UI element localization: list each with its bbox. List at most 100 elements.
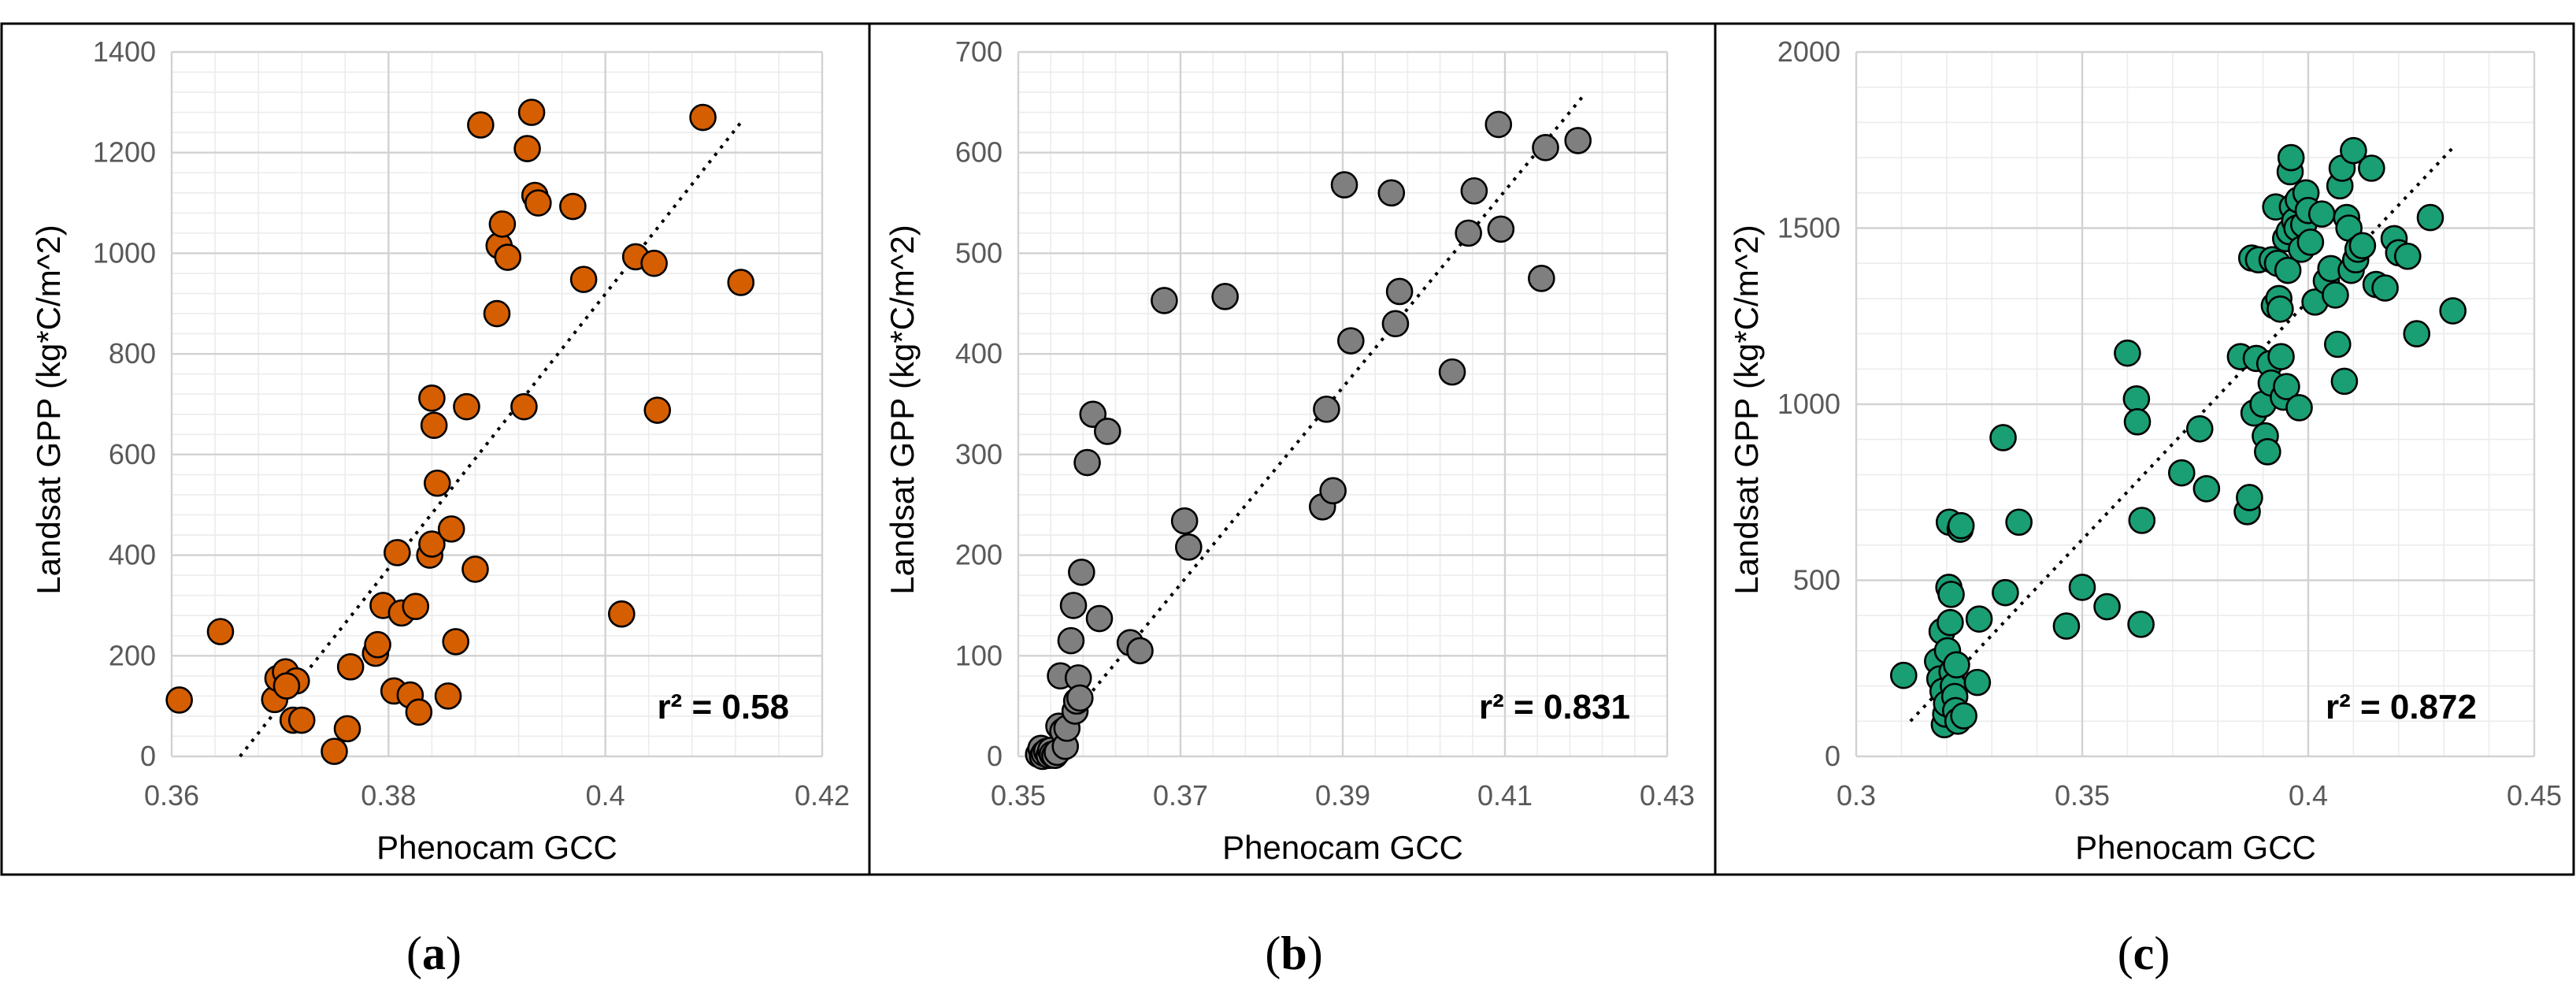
panel-a-data-point [287, 706, 316, 734]
panel-b-data-point [1337, 327, 1365, 355]
panel-b-data-point [1438, 358, 1466, 386]
panel-b-data-point [1564, 127, 1592, 154]
panel-c-data-point [2371, 274, 2399, 302]
panel-a-trendline-group [239, 121, 743, 758]
panel-a-points [165, 98, 755, 765]
panel-a-data-point [434, 682, 462, 710]
panel-b-data-point [1484, 110, 1513, 139]
panel-b-x-tick-label: 0.39 [1315, 779, 1370, 812]
panel-c-data-point [1943, 651, 1970, 679]
panel-c-data-point [2127, 611, 2155, 638]
panel-a-data-point [510, 392, 538, 421]
panel-c-y-tick-label: 0 [1825, 740, 1840, 772]
panel-a-data-point [727, 269, 755, 296]
panel-b-data-point [1094, 418, 1121, 445]
panel-a-data-point [402, 593, 430, 621]
panel-c-data-point [2192, 474, 2221, 503]
panel-b-data-point [1073, 448, 1101, 477]
panel-b-ticks: 0.35 0.37 0.39 0.41 0.43 0 100 200 300 400 500 600 7… [955, 35, 1695, 812]
panel-c-data-point [2307, 200, 2336, 228]
panel-c-data-point [2277, 143, 2305, 172]
panel-a-data-point [524, 189, 552, 217]
panel-c-data-point [1889, 661, 1918, 689]
panel-a-data-point [442, 628, 469, 656]
panel-b-caption-letter: b [1281, 927, 1307, 979]
panel-a-data-point [569, 266, 598, 293]
panel-b-y-tick-label: 300 [955, 438, 1003, 470]
panel-b-y-tick-label: 400 [955, 337, 1003, 370]
panel-b-data-point [1528, 265, 1555, 292]
panel-a-data-point [559, 192, 587, 221]
panel-a-grid [170, 50, 824, 758]
panel-b-data-point [1330, 171, 1358, 199]
panel-c-x-tick-label: 0.35 [2055, 779, 2110, 812]
panel-c-data-point [2185, 414, 2214, 443]
panel-c-data-point [2340, 136, 2367, 165]
panel-a-data-point [467, 111, 495, 139]
panel-c-data-point [2068, 574, 2096, 601]
panel-c-data-point [1947, 511, 1975, 540]
panel-b-x-tick-label: 0.37 [1153, 779, 1208, 812]
panel-c-y-tick-label: 2000 [1777, 35, 1840, 68]
panel-a-y-axis-label: Landsat GPP (kg*C/m^2) [30, 225, 67, 594]
panel-c-data-point [2123, 408, 2152, 436]
panel-c-x-axis-label: Phenocam GCC [2075, 829, 2316, 866]
panel-a-data-point [384, 539, 411, 567]
panel-a-y-tick-label: 400 [109, 539, 156, 571]
panel-a: 0.36 0.38 0.4 0.42 0 200 400 600 800 1000 1200 1400… [0, 22, 871, 876]
panel-c-data-point [2416, 203, 2444, 232]
panel-a-data-point [461, 555, 489, 583]
panel-c-data-point [2093, 593, 2121, 621]
panel-c-data-point [2322, 281, 2349, 309]
panel-a-y-tick-label: 800 [109, 337, 156, 370]
panel-b-data-point [1211, 283, 1239, 310]
panel-b-x-tick-label: 0.35 [991, 779, 1046, 812]
panel-b-y-tick-label: 500 [955, 236, 1003, 269]
panel-c-data-point [2324, 330, 2352, 358]
panel-a-y-tick-label: 200 [109, 639, 156, 671]
panel-b-data-point [1377, 179, 1406, 207]
panel-b-data-point [1313, 396, 1340, 423]
panel-c-x-tick-label: 0.45 [2507, 779, 2562, 812]
panel-c-data-point [2236, 484, 2263, 511]
panel-c-data-point [2348, 232, 2377, 260]
panel-c-data-point [2114, 339, 2141, 367]
panel-c-data-point [2273, 373, 2300, 400]
panel-b-r2-annotation: r² = 0.831 [1479, 688, 1630, 726]
panel-a-data-point [643, 396, 672, 424]
panel-c-y-axis-label: Landsat GPP (kg*C/m^2) [1728, 225, 1765, 594]
panel-c-data-point [1937, 608, 1964, 637]
panel-a-ticks: 0.36 0.38 0.4 0.42 0 200 400 600 800 1000 1200 1400 [93, 35, 850, 812]
panel-a-data-point [418, 384, 446, 412]
panel-a-data-point [453, 392, 480, 421]
panel-c-caption-letter: c [2133, 927, 2155, 979]
panel-b-y-tick-label: 700 [955, 35, 1003, 68]
panel-b-points [1025, 110, 1592, 771]
panel-a-data-point [513, 135, 541, 162]
panel-a-data-point [333, 715, 361, 743]
panel-c-data-point [2128, 507, 2156, 534]
panel-a-data-point [321, 737, 348, 765]
panel-b-grid [1017, 50, 1669, 758]
panel-a-data-point [420, 411, 448, 440]
panel-a-data-point [640, 249, 668, 277]
panel-a-data-point [483, 299, 511, 328]
panel-c-data-point [2393, 242, 2422, 270]
panel-c-data-point [1965, 605, 1993, 633]
panel-a-y-tick-label: 1400 [93, 35, 156, 68]
panel-b-caption: (b) [1265, 927, 1322, 979]
panel-c-frame [1714, 22, 2575, 876]
panel-a-x-tick-label: 0.38 [361, 779, 416, 812]
panel-c-data-point [2330, 367, 2359, 396]
panel-c-points [1889, 136, 2467, 739]
panel-c-data-point [2439, 297, 2467, 325]
panel-c-data-point [2267, 343, 2295, 370]
panel-a-data-point [206, 618, 235, 645]
panel-a-data-point [488, 210, 517, 238]
panel-b-data-point [1085, 604, 1114, 633]
panel-a-data-point [272, 672, 301, 700]
panel-a-trendline [239, 121, 743, 758]
panel-b-data-point [1532, 134, 1559, 162]
panel-a-data-point [423, 469, 451, 497]
